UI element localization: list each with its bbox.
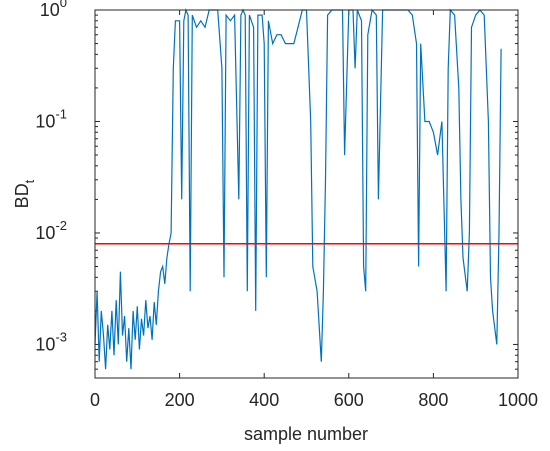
y-axis-label-main: BD xyxy=(12,183,32,208)
x-tick-label: 400 xyxy=(249,390,279,410)
y-tick-label: 10-3 xyxy=(35,329,67,354)
y-tick-base: 10 xyxy=(35,111,55,131)
y-tick-label: 10-2 xyxy=(35,218,67,243)
y-tick-exponent: 0 xyxy=(60,0,67,10)
y-axis-label-subscript: t xyxy=(22,179,37,183)
y-tick-base: 10 xyxy=(35,334,55,354)
y-tick-base: 10 xyxy=(40,0,60,20)
y-tick-exponent: -3 xyxy=(55,329,67,344)
y-tick-label: 100 xyxy=(40,0,67,20)
y-tick-label: 10-1 xyxy=(35,106,67,131)
data-line xyxy=(94,7,502,370)
x-tick-label: 800 xyxy=(418,390,448,410)
plot-frame xyxy=(94,9,519,379)
y-tick-exponent: -2 xyxy=(55,218,67,233)
x-tick-label: 200 xyxy=(165,390,195,410)
x-tick-label: 1000 xyxy=(498,390,538,410)
y-tick-exponent: -1 xyxy=(55,106,67,121)
y-tick-base: 10 xyxy=(35,223,55,243)
y-axis-label: BDt xyxy=(12,179,37,208)
x-axis-label: sample number xyxy=(244,424,368,444)
x-tick-label: 0 xyxy=(90,390,100,410)
x-tick-label: 600 xyxy=(334,390,364,410)
